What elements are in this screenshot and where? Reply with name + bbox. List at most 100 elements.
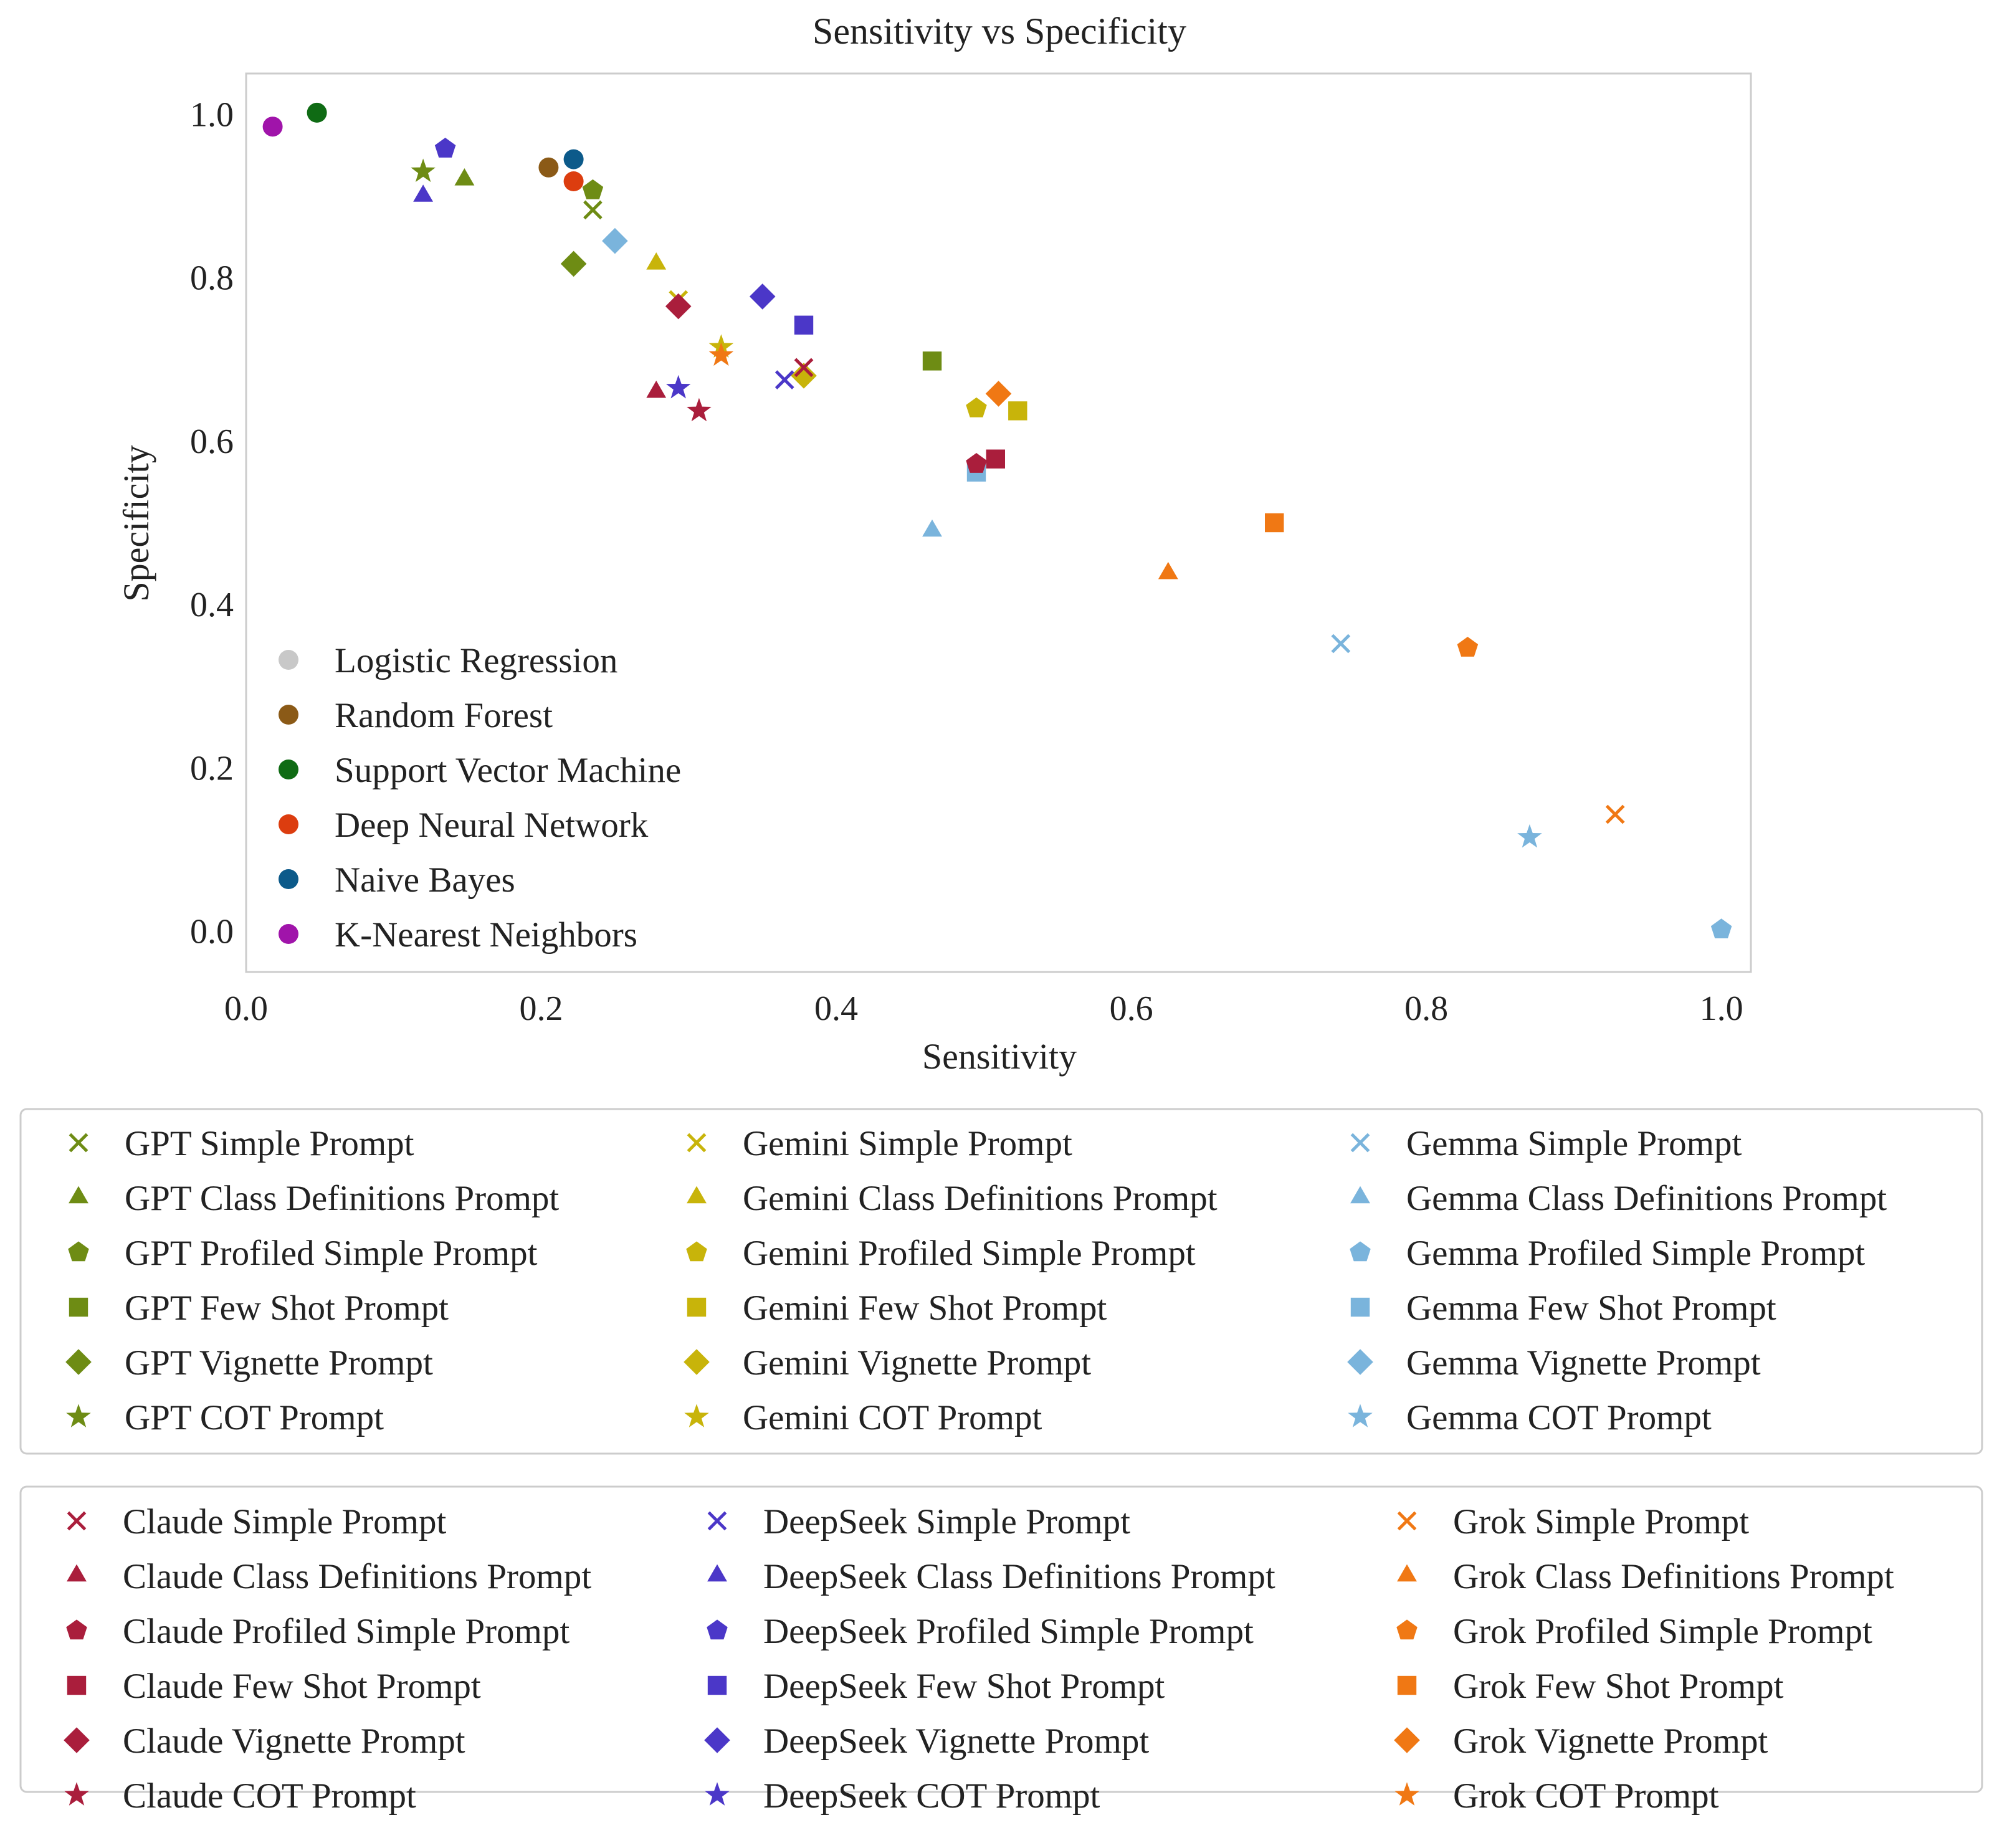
legend-marker [64,1782,89,1806]
llm-legend-box-2 [19,1485,1983,1793]
legend-marker [1348,1404,1373,1427]
legend-label: Gemini Few Shot Prompt [743,1288,1107,1328]
legend-marker [1397,1675,1417,1695]
legend-marker [67,1511,87,1531]
legend-label: Grok COT Prompt [1453,1776,1719,1816]
legend-marker [69,1186,88,1204]
x-tick-label: 0.8 [1404,989,1448,1028]
legend-label: GPT Simple Prompt [125,1124,414,1163]
y-axis-label: Specificity [116,445,156,601]
legend-label: Gemini Simple Prompt [743,1124,1072,1163]
legend-label: Deep Neural Network [335,806,649,845]
x-axis-label: Sensitivity [922,1036,1077,1077]
legend-label: GPT COT Prompt [125,1398,384,1437]
data-point [922,351,942,371]
legend-label: Gemma Vignette Prompt [1406,1343,1761,1383]
legend-label: Gemma Simple Prompt [1406,1124,1742,1163]
data-point [791,363,817,389]
data-point [1008,401,1027,421]
data-point [307,102,327,123]
legend-marker [1394,1782,1419,1806]
legend-marker [687,1297,707,1317]
x-tick-label: 0.4 [814,989,858,1028]
legend-marker [707,1564,727,1582]
data-point [986,449,1005,469]
legend-marker [707,1619,728,1640]
legend-marker [1350,1241,1371,1262]
data-point [985,381,1012,407]
legend-label: DeepSeek Class Definitions Prompt [763,1557,1275,1596]
data-points [262,102,1732,939]
llm-legend-box-1 [19,1108,1983,1455]
data-point [454,168,475,186]
legend-marker [279,760,298,779]
legend-label: Grok Few Shot Prompt [1453,1667,1784,1706]
legend-label: Logistic Regression [335,641,617,680]
data-point [794,358,814,378]
legend-label: Grok Class Definitions Prompt [1453,1557,1894,1596]
y-tick-label: 0.0 [190,912,234,951]
legend-label: Naive Bayes [335,860,515,900]
legend-label: GPT Vignette Prompt [125,1343,433,1383]
x-tick-label: 0.6 [1110,989,1153,1028]
data-point [563,149,584,169]
legend-label: Claude Class Definitions Prompt [123,1557,591,1596]
data-point [1265,513,1284,533]
legend-label: Gemini COT Prompt [743,1398,1042,1437]
legend-marker [66,1404,91,1427]
legend-label: Claude Vignette Prompt [123,1722,465,1761]
legend-marker [66,1619,87,1640]
legend-marker [69,1133,88,1153]
legend-label: Gemma Profiled Simple Prompt [1406,1234,1865,1273]
legend-marker [707,1511,727,1531]
data-point [582,179,604,199]
data-point [563,171,584,191]
legend-label: DeepSeek Profiled Simple Prompt [763,1612,1254,1651]
legend-marker [69,1297,88,1317]
data-point [602,227,628,254]
legend-marker [1350,1186,1370,1204]
legend-label: DeepSeek COT Prompt [763,1776,1100,1816]
legend-label: Random Forest [335,696,553,735]
data-point [1710,918,1732,939]
legend-marker [705,1782,730,1806]
legend-label: Support Vector Machine [335,751,681,790]
llm-legend-2: Claude Simple Prompt Claude Class Definit… [64,1502,1894,1816]
legend-marker [1397,1564,1417,1582]
data-point [775,370,794,389]
legend-label: DeepSeek Simple Prompt [763,1502,1130,1541]
data-point [966,397,987,417]
legend-marker [1396,1619,1418,1640]
legend-label: Grok Vignette Prompt [1453,1722,1768,1761]
data-point [411,158,436,183]
data-point [1158,561,1178,579]
legend-marker [707,1675,727,1695]
legend-label: Gemma Few Shot Prompt [1406,1288,1776,1328]
y-tick-label: 1.0 [190,96,234,135]
y-tick-label: 0.6 [190,422,234,461]
legend-label: Claude COT Prompt [123,1776,416,1816]
legend-marker [67,1675,87,1695]
legend-label: Gemma Class Definitions Prompt [1406,1179,1887,1218]
legend-marker [65,1349,92,1375]
data-point [646,380,667,398]
x-tick-label: 0.0 [224,989,268,1028]
x-tick-label: 1.0 [1700,989,1743,1028]
legend-marker [1350,1133,1370,1153]
legend-marker [64,1727,90,1753]
data-point [1331,634,1351,654]
data-point [1605,804,1625,824]
data-point [922,519,942,537]
legend-marker [1347,1349,1373,1375]
legend-marker [67,1564,87,1582]
legend-label: DeepSeek Vignette Prompt [763,1722,1149,1761]
legend-label: Grok Simple Prompt [1453,1502,1749,1541]
legend-label: K-Nearest Neighbors [335,915,637,955]
data-point [794,315,814,335]
legend-marker [1394,1727,1420,1753]
legend-label: Claude Simple Prompt [123,1502,446,1541]
legend-marker [279,650,298,670]
legend-label: Gemini Profiled Simple Prompt [743,1234,1196,1273]
legend-marker [687,1133,707,1153]
